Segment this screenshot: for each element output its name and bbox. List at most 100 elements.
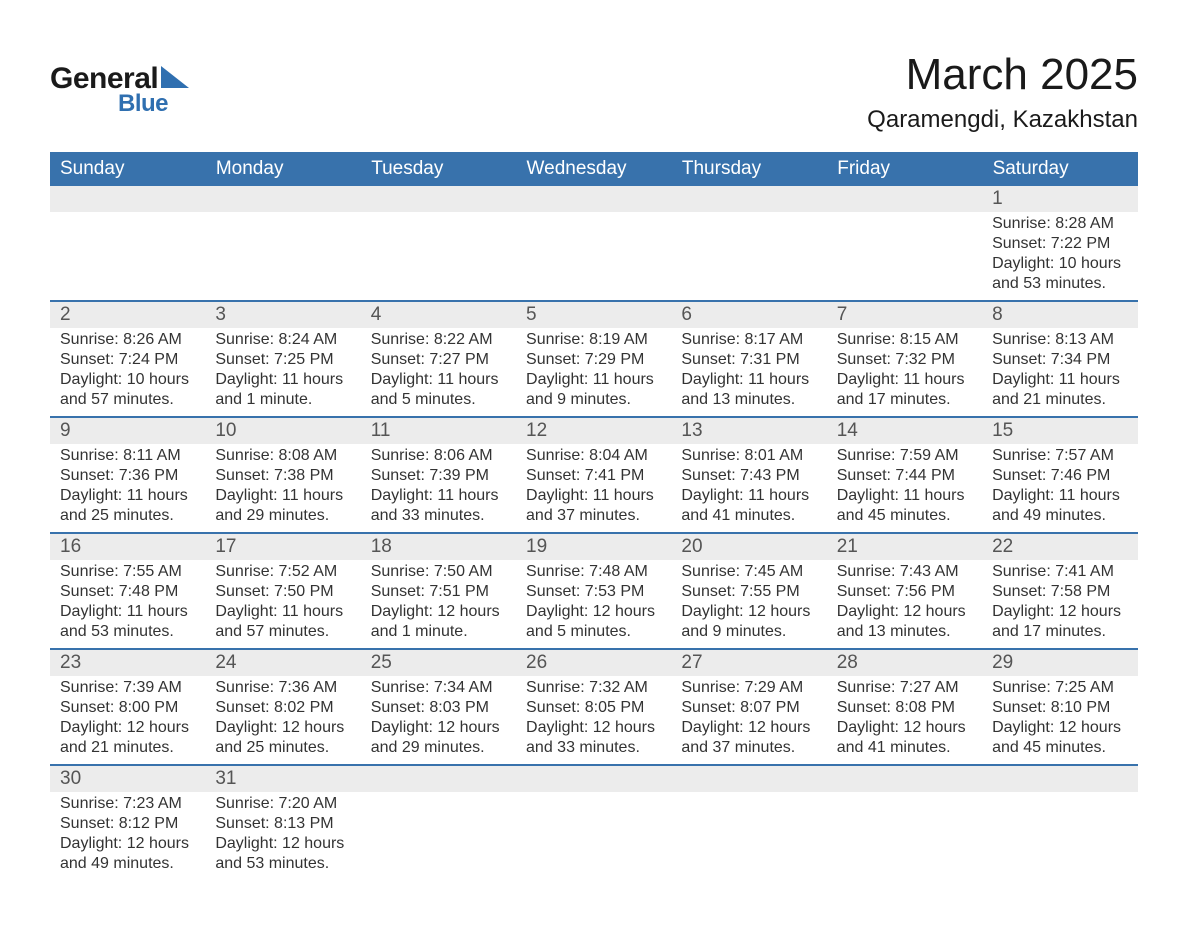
day-number (361, 186, 516, 212)
day-data (671, 212, 826, 220)
col-monday: Monday (205, 152, 360, 186)
calendar-cell: 25Sunrise: 7:34 AMSunset: 8:03 PMDayligh… (361, 649, 516, 765)
day-data: Sunrise: 7:57 AMSunset: 7:46 PMDaylight:… (982, 444, 1137, 532)
calendar-week-row: 2Sunrise: 8:26 AMSunset: 7:24 PMDaylight… (50, 301, 1138, 417)
sunrise-text: Sunrise: 8:08 AM (215, 446, 350, 466)
daylight-text: Daylight: 12 hours and 41 minutes. (837, 718, 972, 758)
col-wednesday: Wednesday (516, 152, 671, 186)
day-data: Sunrise: 8:15 AMSunset: 7:32 PMDaylight:… (827, 328, 982, 416)
daylight-text: Daylight: 12 hours and 25 minutes. (215, 718, 350, 758)
calendar-cell: 11Sunrise: 8:06 AMSunset: 7:39 PMDayligh… (361, 417, 516, 533)
day-data: Sunrise: 7:41 AMSunset: 7:58 PMDaylight:… (982, 560, 1137, 648)
sunrise-text: Sunrise: 7:41 AM (992, 562, 1127, 582)
daylight-text: Daylight: 10 hours and 53 minutes. (992, 254, 1127, 294)
day-data: Sunrise: 7:43 AMSunset: 7:56 PMDaylight:… (827, 560, 982, 648)
day-number: 14 (827, 418, 982, 444)
daylight-text: Daylight: 12 hours and 21 minutes. (60, 718, 195, 758)
calendar-week-row: 30Sunrise: 7:23 AMSunset: 8:12 PMDayligh… (50, 765, 1138, 880)
sunrise-text: Sunrise: 7:55 AM (60, 562, 195, 582)
sunset-text: Sunset: 8:07 PM (681, 698, 816, 718)
sunrise-text: Sunrise: 7:43 AM (837, 562, 972, 582)
day-data: Sunrise: 7:29 AMSunset: 8:07 PMDaylight:… (671, 676, 826, 764)
month-title: March 2025 (867, 50, 1138, 100)
calendar-cell: 28Sunrise: 7:27 AMSunset: 8:08 PMDayligh… (827, 649, 982, 765)
daylight-text: Daylight: 11 hours and 9 minutes. (526, 370, 661, 410)
day-number: 23 (50, 650, 205, 676)
sunset-text: Sunset: 7:36 PM (60, 466, 195, 486)
day-number: 26 (516, 650, 671, 676)
sunrise-text: Sunrise: 8:11 AM (60, 446, 195, 466)
daylight-text: Daylight: 11 hours and 13 minutes. (681, 370, 816, 410)
sunrise-text: Sunrise: 7:48 AM (526, 562, 661, 582)
logo-triangle-icon (161, 66, 189, 93)
day-data: Sunrise: 7:45 AMSunset: 7:55 PMDaylight:… (671, 560, 826, 648)
daylight-text: Daylight: 12 hours and 53 minutes. (215, 834, 350, 874)
calendar-cell: 31Sunrise: 7:20 AMSunset: 8:13 PMDayligh… (205, 765, 360, 880)
sunrise-text: Sunrise: 8:13 AM (992, 330, 1127, 350)
day-number: 15 (982, 418, 1137, 444)
day-data: Sunrise: 7:36 AMSunset: 8:02 PMDaylight:… (205, 676, 360, 764)
sunset-text: Sunset: 7:31 PM (681, 350, 816, 370)
calendar-cell: 19Sunrise: 7:48 AMSunset: 7:53 PMDayligh… (516, 533, 671, 649)
day-number (361, 766, 516, 792)
calendar-cell: 18Sunrise: 7:50 AMSunset: 7:51 PMDayligh… (361, 533, 516, 649)
sunset-text: Sunset: 7:43 PM (681, 466, 816, 486)
day-data: Sunrise: 8:08 AMSunset: 7:38 PMDaylight:… (205, 444, 360, 532)
calendar-week-row: 16Sunrise: 7:55 AMSunset: 7:48 PMDayligh… (50, 533, 1138, 649)
sunrise-text: Sunrise: 8:06 AM (371, 446, 506, 466)
daylight-text: Daylight: 11 hours and 53 minutes. (60, 602, 195, 642)
day-number: 19 (516, 534, 671, 560)
calendar-week-row: 23Sunrise: 7:39 AMSunset: 8:00 PMDayligh… (50, 649, 1138, 765)
daylight-text: Daylight: 12 hours and 37 minutes. (681, 718, 816, 758)
day-number: 8 (982, 302, 1137, 328)
sunset-text: Sunset: 7:22 PM (992, 234, 1127, 254)
sunrise-text: Sunrise: 8:17 AM (681, 330, 816, 350)
day-number: 29 (982, 650, 1137, 676)
calendar-cell: 20Sunrise: 7:45 AMSunset: 7:55 PMDayligh… (671, 533, 826, 649)
daylight-text: Daylight: 11 hours and 17 minutes. (837, 370, 972, 410)
day-data: Sunrise: 8:04 AMSunset: 7:41 PMDaylight:… (516, 444, 671, 532)
sunset-text: Sunset: 8:12 PM (60, 814, 195, 834)
daylight-text: Daylight: 11 hours and 37 minutes. (526, 486, 661, 526)
day-number (50, 186, 205, 212)
sunset-text: Sunset: 8:08 PM (837, 698, 972, 718)
daylight-text: Daylight: 11 hours and 49 minutes. (992, 486, 1127, 526)
calendar-cell (827, 765, 982, 880)
calendar-cell: 21Sunrise: 7:43 AMSunset: 7:56 PMDayligh… (827, 533, 982, 649)
day-data (827, 792, 982, 800)
day-number: 31 (205, 766, 360, 792)
daylight-text: Daylight: 11 hours and 41 minutes. (681, 486, 816, 526)
sunrise-text: Sunrise: 7:34 AM (371, 678, 506, 698)
sunset-text: Sunset: 7:53 PM (526, 582, 661, 602)
daylight-text: Daylight: 12 hours and 33 minutes. (526, 718, 661, 758)
sunset-text: Sunset: 7:38 PM (215, 466, 350, 486)
day-number: 25 (361, 650, 516, 676)
day-number: 27 (671, 650, 826, 676)
sunrise-text: Sunrise: 7:27 AM (837, 678, 972, 698)
sunset-text: Sunset: 7:29 PM (526, 350, 661, 370)
day-data: Sunrise: 8:06 AMSunset: 7:39 PMDaylight:… (361, 444, 516, 532)
day-number: 1 (982, 186, 1137, 212)
sunset-text: Sunset: 7:44 PM (837, 466, 972, 486)
day-data: Sunrise: 8:26 AMSunset: 7:24 PMDaylight:… (50, 328, 205, 416)
daylight-text: Daylight: 11 hours and 57 minutes. (215, 602, 350, 642)
daylight-text: Daylight: 10 hours and 57 minutes. (60, 370, 195, 410)
day-data: Sunrise: 7:23 AMSunset: 8:12 PMDaylight:… (50, 792, 205, 880)
sunrise-text: Sunrise: 7:32 AM (526, 678, 661, 698)
calendar-cell: 26Sunrise: 7:32 AMSunset: 8:05 PMDayligh… (516, 649, 671, 765)
day-number: 21 (827, 534, 982, 560)
day-data (982, 792, 1137, 800)
day-data: Sunrise: 8:22 AMSunset: 7:27 PMDaylight:… (361, 328, 516, 416)
sunset-text: Sunset: 7:56 PM (837, 582, 972, 602)
day-data (361, 212, 516, 220)
day-data: Sunrise: 7:25 AMSunset: 8:10 PMDaylight:… (982, 676, 1137, 764)
sunrise-text: Sunrise: 8:28 AM (992, 214, 1127, 234)
day-number: 4 (361, 302, 516, 328)
calendar-cell: 5Sunrise: 8:19 AMSunset: 7:29 PMDaylight… (516, 301, 671, 417)
col-tuesday: Tuesday (361, 152, 516, 186)
sunrise-text: Sunrise: 7:52 AM (215, 562, 350, 582)
sunset-text: Sunset: 8:10 PM (992, 698, 1127, 718)
day-data (361, 792, 516, 800)
day-data (827, 212, 982, 220)
calendar-week-row: 9Sunrise: 8:11 AMSunset: 7:36 PMDaylight… (50, 417, 1138, 533)
